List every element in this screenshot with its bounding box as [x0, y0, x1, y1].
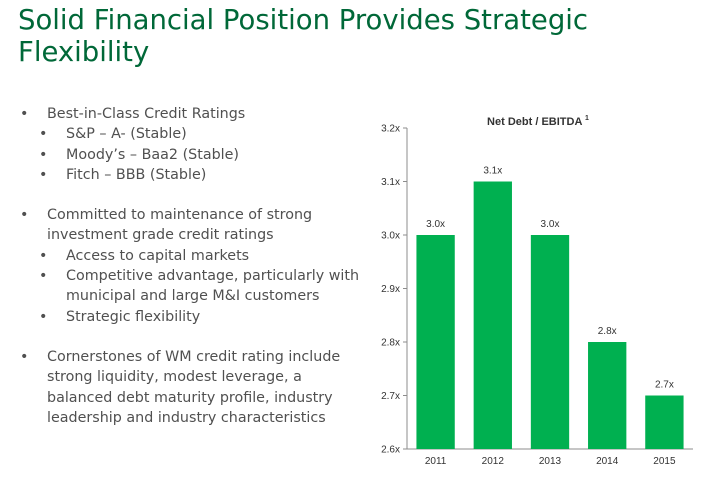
sub-bullet-competitive-advantage: Competitive advantage, particularly with… — [18, 266, 363, 307]
bullet-ratings: Best-in-Class Credit Ratings — [18, 104, 363, 125]
bar — [588, 342, 627, 449]
sub-bullet-moodys: Moody’s – Baa2 (Stable) — [18, 145, 363, 166]
x-tick-label: 2012 — [482, 456, 505, 467]
data-label: 3.0x — [541, 219, 560, 230]
chart-title-text: Net Debt / EBITDA — [487, 116, 582, 128]
data-label: 2.8x — [598, 326, 617, 337]
bullet-cornerstones: Cornerstones of WM credit rating include… — [18, 347, 363, 428]
bar — [416, 235, 455, 449]
y-tick-label: 2.8x — [381, 338, 400, 349]
bullet-commitment: Committed to maintenance of strong inves… — [18, 205, 363, 246]
bullet-list: Best-in-Class Credit Ratings S&P – A- (S… — [18, 104, 363, 428]
data-label: 2.7x — [655, 380, 674, 391]
y-tick-label: 2.7x — [381, 391, 400, 402]
chart-title: Net Debt / EBITDA 1 — [487, 115, 589, 128]
x-tick-label: 2014 — [596, 456, 619, 467]
bar — [645, 395, 684, 449]
y-tick-label: 2.6x — [381, 445, 400, 456]
plot-area: 2.6x 2.7x 2.8x 2.9x 3.0x 3.1x 3.2x 3.0x 2011 3.1x… — [381, 124, 693, 467]
x-tick-label: 2011 — [425, 456, 447, 467]
bar — [473, 181, 512, 449]
y-tick-label: 2.9x — [381, 284, 400, 295]
x-tick-label: 2015 — [653, 456, 676, 467]
sub-bullet-fitch: Fitch – BBB (Stable) — [18, 165, 363, 186]
sub-bullet-strategic-flexibility: Strategic flexibility — [18, 307, 363, 328]
data-label: 3.1x — [483, 166, 502, 177]
sub-bullet-capital-markets: Access to capital markets — [18, 246, 363, 267]
net-debt-ebitda-chart: Net Debt / EBITDA 1 2.6x 2.7x 2.8x 2.9x 3.0x… — [381, 115, 693, 467]
data-label: 3.0x — [426, 219, 445, 230]
slide-title: Solid Financial Position Provides Strate… — [18, 4, 589, 68]
y-tick-label: 3.1x — [381, 177, 400, 188]
y-tick-label: 3.2x — [381, 124, 400, 135]
x-tick-label: 2013 — [539, 456, 562, 467]
bar — [530, 235, 570, 449]
y-tick-label: 3.0x — [381, 231, 400, 242]
sub-bullet-sp: S&P – A- (Stable) — [18, 124, 363, 145]
chart-title-footnote: 1 — [585, 115, 589, 122]
